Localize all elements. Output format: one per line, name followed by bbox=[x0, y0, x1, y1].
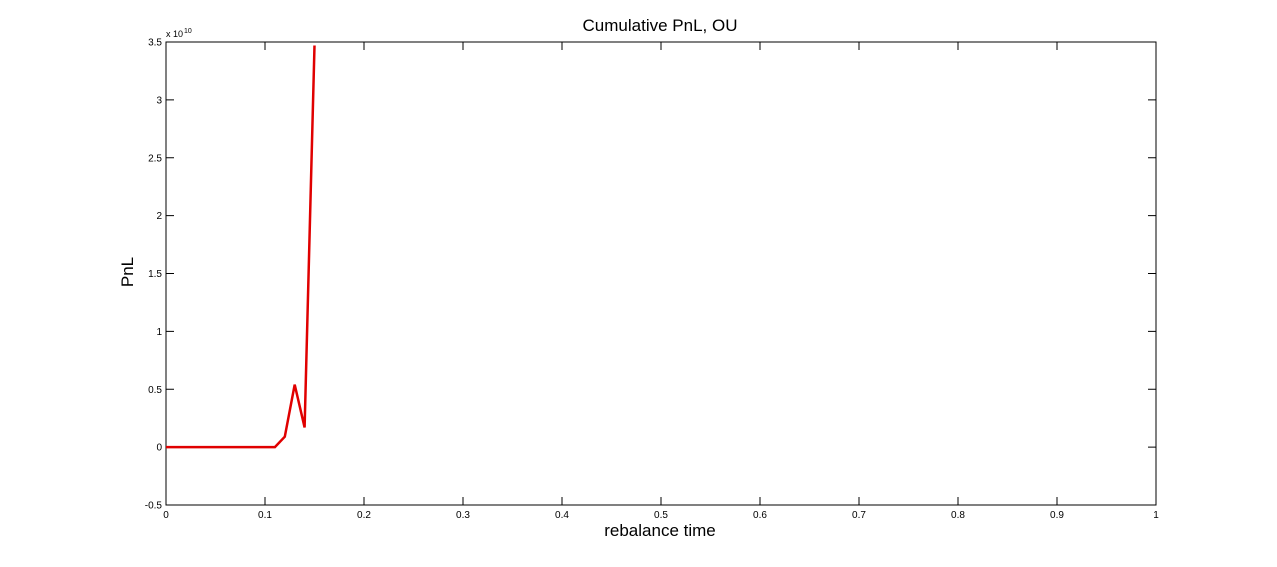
x-tick-label: 0 bbox=[163, 510, 169, 521]
series-line bbox=[166, 45, 316, 449]
x-tick-label: 0.7 bbox=[852, 510, 866, 521]
x-tick-label: 0.2 bbox=[357, 510, 371, 521]
plot-area bbox=[165, 41, 1157, 506]
x-tick-label: 0.6 bbox=[753, 510, 767, 521]
y-tick-label: 0.5 bbox=[148, 385, 162, 396]
x-tick-label: 0.9 bbox=[1050, 510, 1064, 521]
series-layer bbox=[165, 45, 316, 449]
x-tick-label: 0.3 bbox=[456, 510, 470, 521]
x-tick-label: 1 bbox=[1153, 510, 1159, 521]
y-tick-label: -0.5 bbox=[145, 501, 163, 512]
y-tick-label: 2 bbox=[156, 211, 162, 222]
x-tick-label: 0.1 bbox=[258, 510, 272, 521]
x-axis-label: rebalance time bbox=[604, 521, 716, 540]
y-axis-multiplier-exponent: 10 bbox=[184, 28, 192, 35]
x-axis-ticks: 0 0.1 0.2 0.3 0.4 0.5 0.6 0.7 0.8 0.9 1 bbox=[163, 42, 1159, 521]
y-tick-label: 0 bbox=[156, 443, 162, 454]
x-tick-label: 0.5 bbox=[654, 510, 668, 521]
x-tick-label: 0.4 bbox=[555, 510, 569, 521]
y-tick-label: 3.5 bbox=[148, 38, 162, 49]
y-tick-label: 2.5 bbox=[148, 153, 162, 164]
x-tick-label: 0.8 bbox=[951, 510, 965, 521]
y-tick-label: 1 bbox=[156, 327, 162, 338]
y-tick-label: 1.5 bbox=[148, 269, 162, 280]
y-tick-label: 3 bbox=[156, 95, 162, 106]
y-axis-label: PnL bbox=[118, 257, 137, 287]
chart-title: Cumulative PnL, OU bbox=[583, 16, 738, 35]
y-axis-multiplier: x 10 bbox=[166, 29, 183, 39]
y-axis-ticks: -0.5 0 0.5 1 1.5 2 2.5 3 3.5 bbox=[145, 38, 1156, 512]
